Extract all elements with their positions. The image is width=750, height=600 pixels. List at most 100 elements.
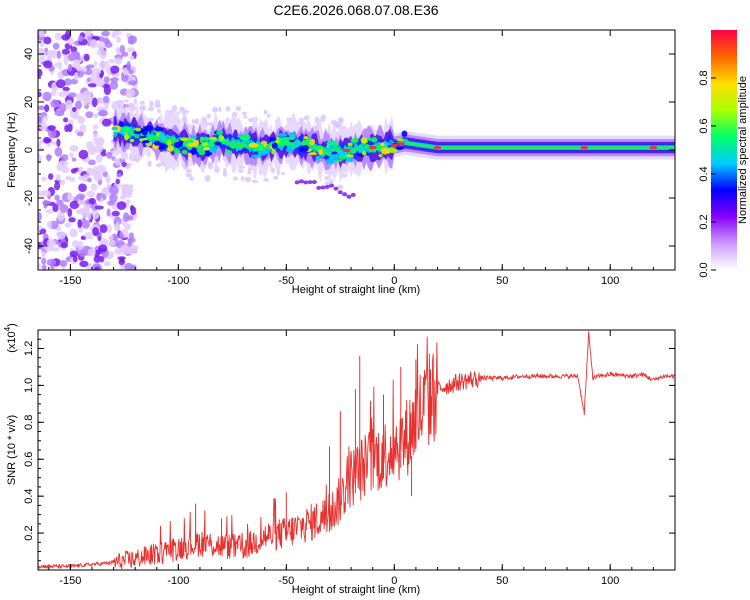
spectrogram-scatter: [337, 184, 344, 190]
spectrogram-ridge-blob: [173, 149, 181, 154]
spectrogram-ridge-blob: [387, 147, 398, 153]
spectrogram-ridge-blob: [248, 142, 259, 148]
spectrogram-noise-blob: [132, 84, 138, 90]
spectrogram-noise-blob: [68, 217, 76, 223]
spectrogram-noise-blob: [70, 46, 78, 53]
spectrogram-trace-blob: [329, 183, 335, 188]
spectrogram-noise-blob: [122, 69, 130, 76]
spectrogram-noise-blob: [77, 240, 84, 251]
spectrogram-trace-blob: [316, 185, 322, 190]
spectrogram-noise-blob: [44, 138, 52, 143]
spectrogram-scatter: [240, 176, 245, 182]
spectrogram-peak: [396, 142, 405, 146]
spectrogram-noise-blob: [110, 65, 120, 74]
spectrogram-scatter: [263, 178, 270, 182]
spectrogram-noise-blob: [65, 99, 73, 110]
spectrogram-ridge-blob: [173, 141, 183, 149]
spectrogram-scatter: [179, 106, 185, 111]
spectrogram-scatter: [280, 172, 286, 176]
spectrogram-noise-blob: [39, 139, 44, 144]
spectrogram-noise-blob: [60, 242, 69, 249]
spectrogram-noise-blob: [41, 250, 46, 258]
spectrogram-noise-blob: [65, 175, 72, 181]
snr-series-line: [38, 331, 675, 570]
spectrogram-scatter: [139, 100, 145, 106]
spectrogram-noise-blob: [52, 203, 59, 213]
spectrogram-noise-blob: [92, 226, 99, 236]
spectrogram-scatter: [147, 106, 155, 112]
spectrogram-noise-blob: [109, 193, 118, 203]
spectrogram-noise-blob: [89, 39, 98, 49]
spectrogram-noise-blob: [38, 262, 42, 269]
spectrogram-noise-blob: [86, 210, 92, 221]
snr-y-ticks: 0.2 0.4 0.6 0.8 1.0 1.2: [23, 329, 675, 571]
spectrogram-scatter: [337, 117, 344, 122]
spectrogram-noise-blob: [62, 86, 70, 91]
spectrogram-scatter: [133, 98, 138, 105]
spectrogram-noise-blob: [43, 60, 53, 69]
spectrogram-ytick-label: 40: [23, 48, 35, 60]
spectrogram-noise-blob: [83, 53, 90, 62]
spectrogram-ridge-blob: [303, 135, 309, 140]
spectrogram-scatter: [123, 99, 130, 103]
spectrogram-noise-blob: [87, 83, 97, 88]
colorbar: 0.0 0.2 0.4 0.6 0.8 Normalized spectral ampl…: [698, 30, 749, 278]
spectrogram-noise-blob: [108, 239, 116, 247]
spectrogram-ridge-blob: [370, 137, 378, 143]
spectrogram-noise-blob: [77, 116, 86, 125]
spectrogram-noise-blob: [71, 157, 77, 162]
spectrogram-ridge-blob: [167, 139, 172, 147]
spectrogram-ridge-blob: [141, 129, 148, 136]
spectrogram-ridge-blob: [299, 145, 304, 153]
spectrogram-scatter: [191, 119, 196, 124]
spectrogram-scatter: [247, 170, 252, 175]
spectrogram-noise-blob: [38, 154, 42, 164]
spectrogram-trace-blob: [333, 186, 339, 191]
spectrogram-noise-blob: [69, 228, 78, 238]
colorbar-tick-label: 0.8: [698, 70, 710, 85]
spectrogram-ridge-blob: [360, 137, 367, 144]
spectrogram-noise-blob: [108, 58, 115, 64]
spectrogram-noise-blob: [106, 208, 111, 217]
spectrogram-noise-blob: [87, 248, 96, 257]
spectrogram-scatter: [154, 103, 161, 109]
spectrogram-ridge-blob: [198, 149, 206, 156]
spectrogram-noise-blob: [59, 179, 66, 186]
spectrogram-noise-blob: [51, 247, 60, 252]
snr-y-axis-label: SNR (10 * v/v): [6, 415, 18, 485]
spectrogram-noise-blob: [69, 152, 74, 159]
snr-ytick-label: 1.0: [23, 378, 35, 393]
spectrogram-noise-blob: [123, 223, 131, 231]
spectrogram-ridge-blob: [279, 136, 284, 143]
spectrogram-noise-blob: [42, 200, 51, 205]
spectrogram-noise-blob: [60, 166, 70, 174]
spectrogram-noise-blob: [38, 211, 42, 222]
spectrogram-scatter: [194, 118, 199, 125]
spectrogram-noise-blob: [50, 99, 60, 108]
spectrogram-ridge-blob: [314, 145, 321, 151]
spectrogram-noise-blob: [79, 260, 89, 268]
spectrogram-scatter: [155, 163, 162, 168]
spectrogram-ridge-blob: [134, 127, 142, 132]
spectrogram-noise-blob: [38, 105, 46, 111]
spectrogram-scatter: [233, 176, 238, 181]
spectrogram-panel: -150 -100 -50 0 50 100 -40 -20 0 20 40 Height of …: [6, 29, 676, 296]
spectrogram-xtick-label: -100: [167, 275, 189, 287]
spectrogram-noise-blob: [52, 42, 60, 50]
spectrogram-ridge-blob: [271, 142, 278, 149]
spectrogram-noise-blob: [67, 207, 73, 218]
spectrogram-noise-blob: [115, 222, 120, 231]
spectrogram-noise-blob: [56, 231, 66, 240]
spectrogram-noise-blob: [78, 183, 87, 192]
spectrogram-ridge-blob: [209, 139, 214, 147]
spectrogram-ridge-blob: [277, 133, 288, 137]
spectrogram-ridge-blob: [124, 133, 129, 141]
spectrogram-peak: [433, 146, 442, 150]
spectrogram-noise-blob: [93, 113, 99, 119]
spectrogram-noise-blob: [119, 232, 124, 240]
spectrogram-trace-blob: [324, 184, 330, 189]
spectrogram-ridge-blob: [251, 154, 262, 158]
spectrogram-noise-blob: [63, 55, 69, 66]
spectrogram-scatter: [189, 176, 194, 181]
snr-ytick-label: 0.6: [23, 452, 35, 467]
